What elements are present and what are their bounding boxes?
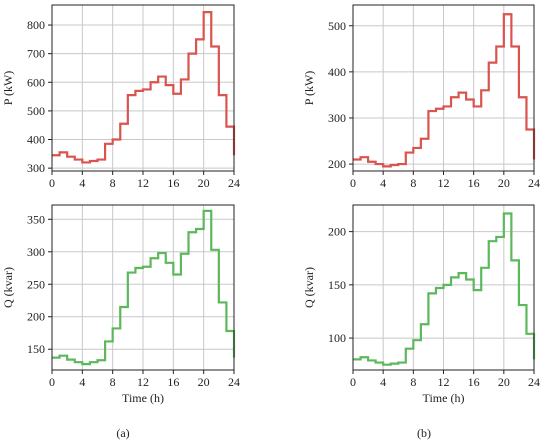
y-tick-label: 300 [27, 161, 45, 175]
series-line [52, 11, 236, 164]
y-tick-label: 250 [27, 277, 45, 291]
x-tick-label: 24 [528, 176, 540, 190]
y-tick-label: 700 [27, 47, 45, 61]
y-tick-label: 200 [328, 157, 346, 171]
x-tick-label: 0 [49, 176, 55, 190]
y-axis-label: Q (kvar) [302, 267, 316, 308]
x-tick-label: 24 [528, 375, 540, 389]
x-tick-label: 20 [198, 176, 210, 190]
x-tick-label: 8 [410, 176, 416, 190]
series-line [353, 13, 536, 168]
y-tick-label: 200 [328, 225, 346, 239]
x-tick-label: 8 [410, 375, 416, 389]
panel-a-power-chart: 0 4 8 12 16 20 24 300 400 500 600 700 800 P (kW) [1, 4, 240, 190]
x-tick-label: 4 [380, 176, 386, 190]
y-axis-label: Q (kvar) [1, 267, 15, 308]
x-tick-label: 8 [110, 176, 116, 190]
y-tick-label: 600 [27, 75, 45, 89]
x-tick-label: 16 [167, 375, 179, 389]
panel-a-reactive-chart: 0 4 8 12 16 20 24 150 200 250 300 350 Q (kvar) Time (… [1, 204, 240, 405]
x-tick-label: 20 [498, 375, 510, 389]
y-tick-label: 150 [27, 342, 45, 356]
panel-b-power-chart: 0 4 8 12 16 20 24 200 300 400 500 P (kW) [302, 4, 540, 190]
caption-a: (a) [116, 426, 129, 440]
x-tick-label: 16 [468, 375, 480, 389]
x-tick-label: 12 [137, 375, 149, 389]
y-tick-label: 200 [27, 310, 45, 324]
x-tick-label: 16 [468, 176, 480, 190]
x-tick-label: 12 [438, 176, 450, 190]
panel-b-reactive-chart: 0 4 8 12 16 20 24 100 150 200 Q (kvar) Time (h) [302, 204, 540, 405]
x-tick-label: 4 [79, 375, 85, 389]
y-tick-label: 300 [328, 111, 346, 125]
x-axis-label: Time (h) [122, 391, 164, 405]
x-tick-label: 20 [498, 176, 510, 190]
x-axis-label: Time (h) [423, 391, 465, 405]
x-tick-label: 20 [198, 375, 210, 389]
y-tick-label: 500 [328, 19, 346, 33]
y-tick-label: 100 [328, 331, 346, 345]
y-axis-label: P (kW) [302, 71, 316, 106]
y-tick-label: 400 [27, 133, 45, 147]
x-tick-label: 4 [79, 176, 85, 190]
y-tick-label: 500 [27, 104, 45, 118]
y-tick-label: 800 [27, 18, 45, 32]
y-tick-label: 300 [27, 245, 45, 259]
x-tick-label: 12 [438, 375, 450, 389]
y-axis-label: P (kW) [1, 71, 15, 106]
x-tick-label: 4 [380, 375, 386, 389]
series-line [353, 212, 536, 366]
caption-b: (b) [417, 426, 431, 440]
y-tick-label: 150 [328, 278, 346, 292]
x-tick-label: 12 [137, 176, 149, 190]
x-tick-label: 8 [110, 375, 116, 389]
x-tick-label: 16 [167, 176, 179, 190]
series-line [52, 209, 236, 366]
x-tick-label: 0 [350, 375, 356, 389]
y-tick-label: 350 [27, 212, 45, 226]
x-tick-label: 0 [350, 176, 356, 190]
x-tick-label: 24 [228, 176, 240, 190]
x-tick-label: 24 [228, 375, 240, 389]
y-tick-label: 400 [328, 65, 346, 79]
x-tick-label: 0 [49, 375, 55, 389]
